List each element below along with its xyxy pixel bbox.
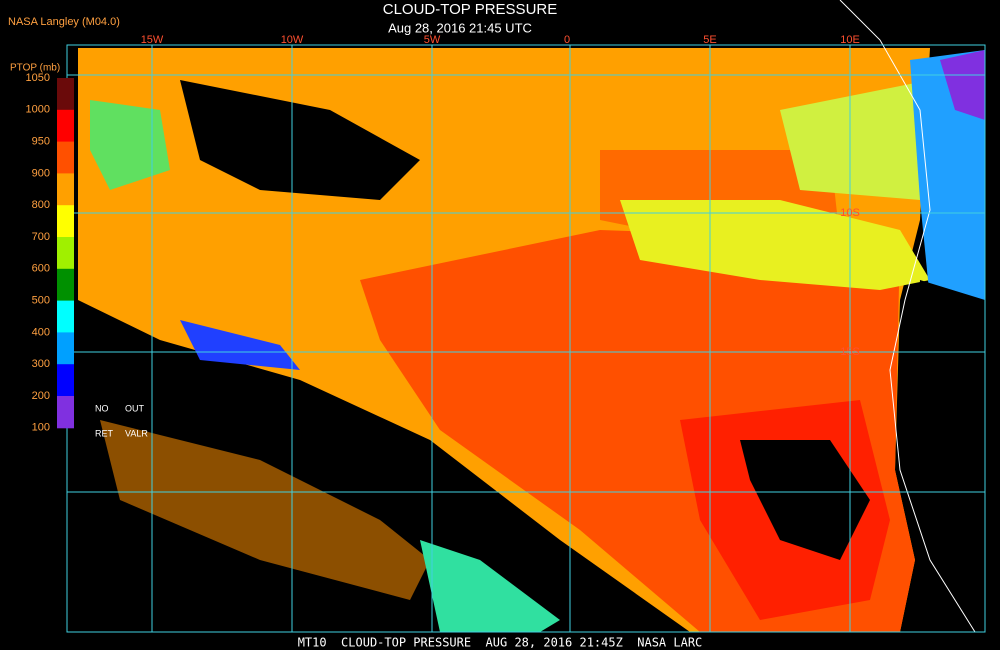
- colorbar-swatch: [57, 268, 74, 302]
- colorbar-label: 400: [32, 326, 50, 338]
- colorbar-label: 800: [32, 199, 50, 211]
- colorbar-swatch: [57, 237, 74, 270]
- colorbar-label: 900: [32, 167, 50, 179]
- source: NASA Langley (M04.0): [8, 16, 120, 28]
- colorbar-note: OUT: [125, 403, 145, 413]
- colorbar-note: NO: [95, 403, 109, 413]
- colorbar-label: 300: [32, 358, 50, 370]
- colorbar-label: 500: [32, 295, 50, 307]
- longitude-label: 15W: [141, 34, 164, 46]
- colorbar-label: 1050: [26, 72, 50, 84]
- colorbar-swatch: [57, 173, 74, 206]
- colorbar-swatch: [57, 300, 74, 333]
- cloud-region: [90, 100, 170, 190]
- title: CLOUD-TOP PRESSURE: [383, 1, 558, 18]
- colorbar-swatch: [57, 332, 74, 365]
- colorbar-swatch: [57, 205, 74, 238]
- latitude-label: 15S: [840, 346, 860, 358]
- colorbar-swatch: [57, 396, 74, 429]
- colorbar: 1050 1000 950 900 800 700 600 500 400 300 200 100 NO…: [26, 72, 149, 438]
- footer-caption: MT10 CLOUD-TOP PRESSURE AUG 28, 2016 21:…: [298, 636, 703, 650]
- graticule: 15W 10W 5W 0 5E 10E 10S 15S: [66, 34, 986, 633]
- colorbar-note: RET: [95, 428, 114, 438]
- land: [910, 280, 985, 632]
- cloud-region: [910, 50, 985, 350]
- longitude-label: 5E: [703, 34, 716, 46]
- cloud-region: [940, 50, 985, 120]
- colorbar-swatch: [57, 141, 74, 174]
- longitude-label: 10E: [840, 34, 860, 46]
- longitude-label: 10W: [281, 34, 304, 46]
- colorbar-label: 1000: [26, 104, 50, 116]
- longitude-label: 5W: [424, 34, 441, 46]
- colorbar-note: VALR: [125, 428, 148, 438]
- subtitle: Aug 28, 2016 21:45 UTC: [388, 20, 532, 35]
- cloud-region: [180, 320, 300, 370]
- colorbar-label: 200: [32, 390, 50, 402]
- colorbar-label: 700: [32, 231, 50, 243]
- colorbar-swatch: [57, 109, 74, 143]
- colorbar-swatch: [57, 78, 74, 111]
- cloud-region: [420, 540, 560, 632]
- colorbar-title: PTOP (mb): [10, 63, 60, 74]
- coastline: [839, 0, 976, 633]
- colorbar-label: 100: [32, 422, 50, 434]
- satellite-image: [67, 0, 985, 633]
- latitude-label: 10S: [840, 207, 860, 219]
- clear-region: [78, 380, 690, 632]
- colorbar-label: 950: [32, 136, 50, 148]
- cloud-region: [780, 80, 930, 200]
- clear-region: [740, 440, 870, 560]
- clear-region: [180, 80, 420, 200]
- colorbar-swatch: [57, 364, 74, 397]
- longitude-label: 0: [564, 34, 570, 46]
- cloud-region: [100, 420, 430, 600]
- colorbar-label: 600: [32, 263, 50, 275]
- cloud-region: [620, 200, 930, 290]
